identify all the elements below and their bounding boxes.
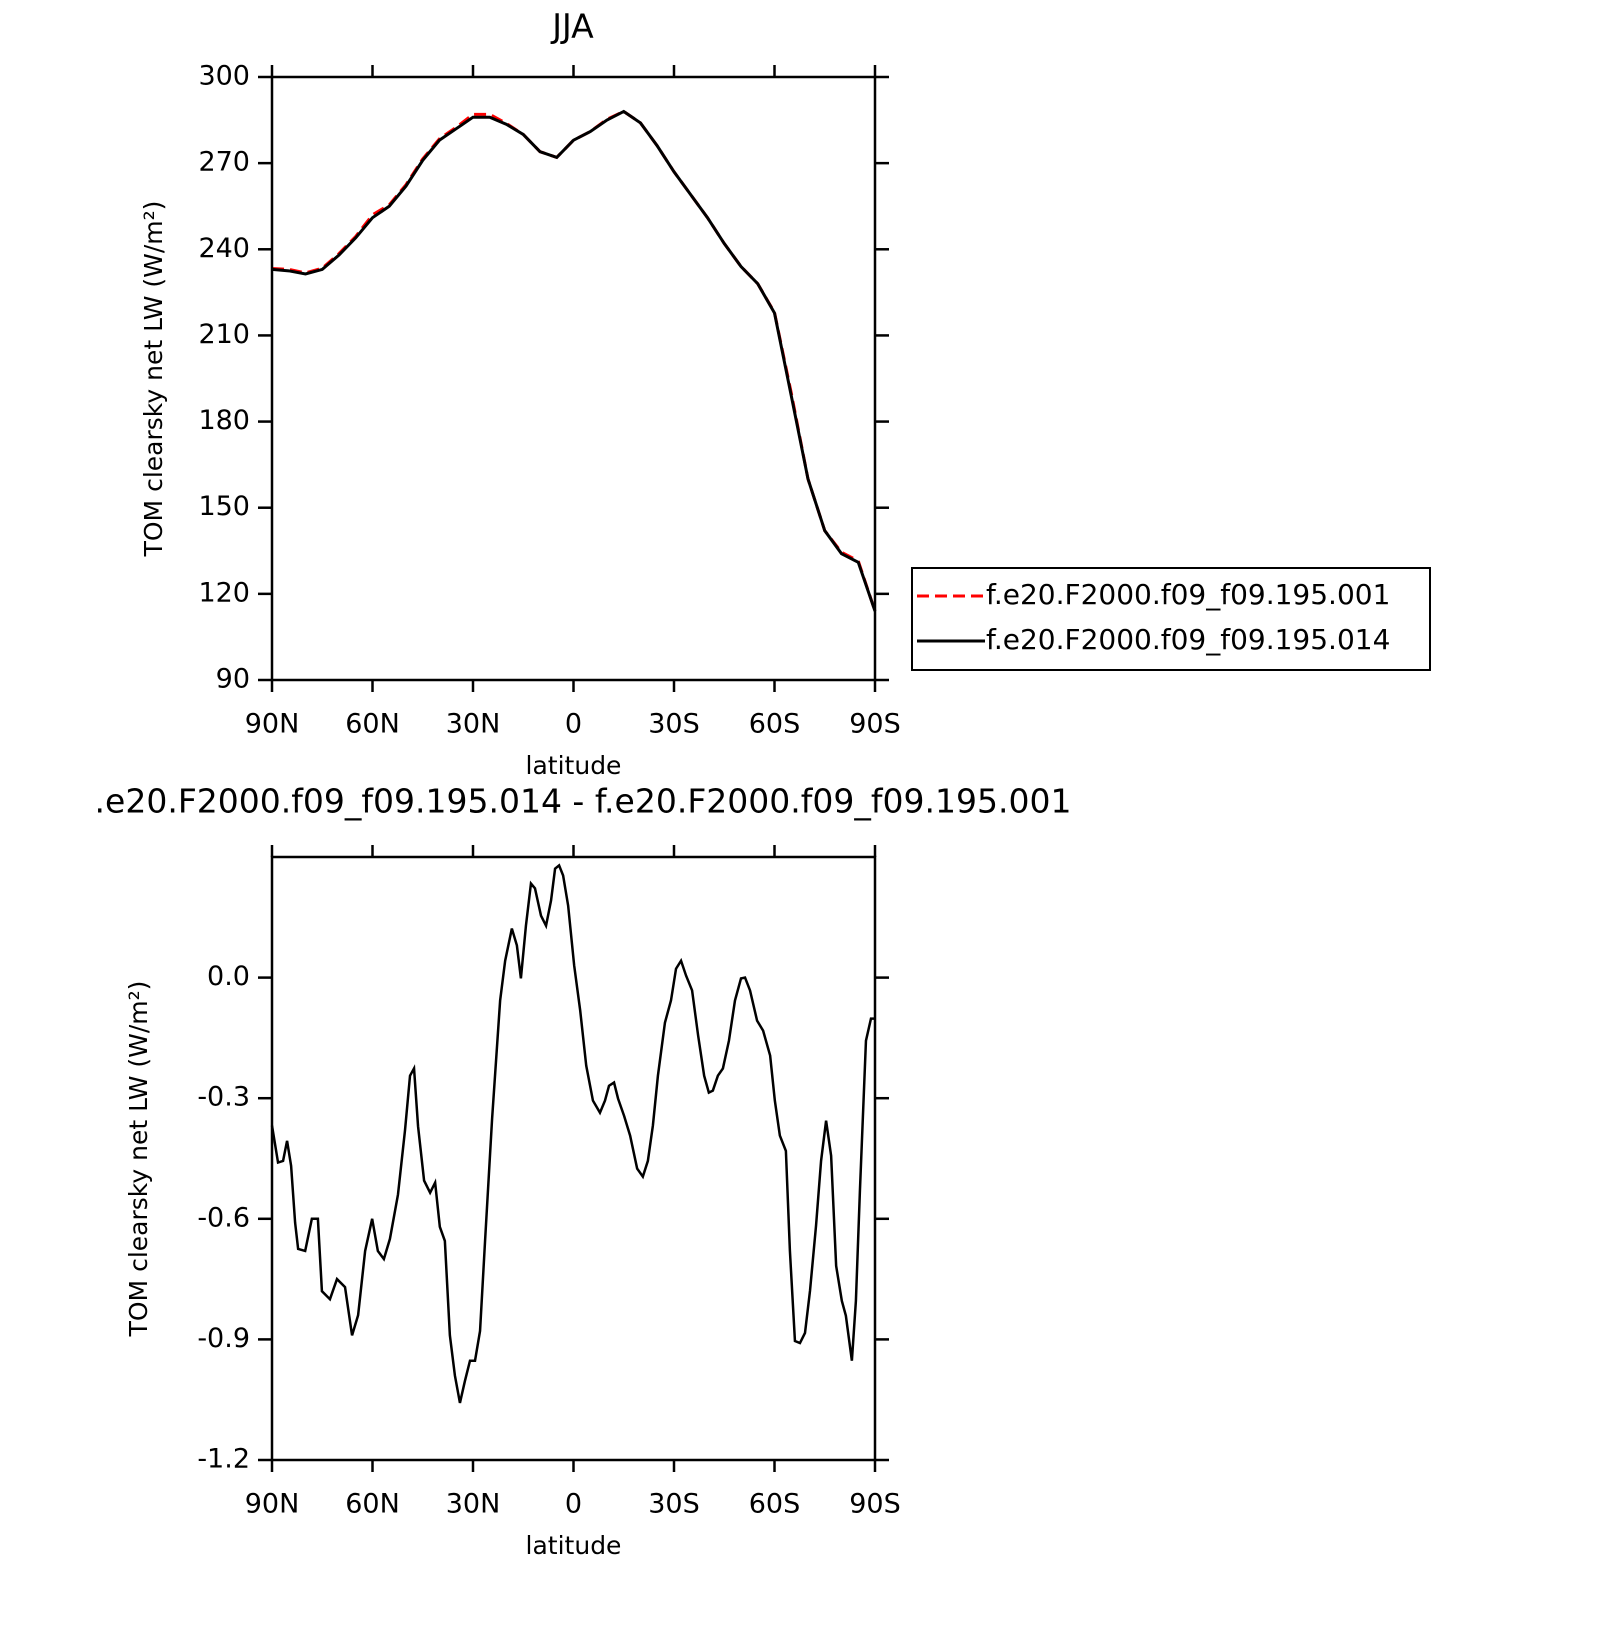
legend-label: f.e20.F2000.f09_f09.195.014 <box>986 623 1390 656</box>
line-series <box>271 109 877 612</box>
y-tick-label: -0.9 <box>197 1323 250 1354</box>
x-tick-label: 60S <box>749 709 801 740</box>
chart-title: .e20.F2000.f09_f09.195.014 - f.e20.F2000… <box>95 782 1072 821</box>
line-series <box>270 863 875 1404</box>
y-tick-label: -0.6 <box>197 1202 250 1233</box>
y-tick-label: -1.2 <box>197 1444 250 1475</box>
y-tick-label: 90 <box>216 664 250 695</box>
legend-label: f.e20.F2000.f09_f09.195.001 <box>986 578 1390 611</box>
chart-title: JJA <box>550 7 594 46</box>
y-tick-label: 270 <box>198 147 250 178</box>
x-tick-label: 0 <box>565 709 582 740</box>
plot-frame <box>270 75 877 682</box>
y-axis-label: TOM clearsky net LW (W/m²) <box>124 981 153 1338</box>
x-tick-label: 30N <box>446 1489 501 1520</box>
x-tick-label: 30S <box>648 709 700 740</box>
x-tick-label: 90S <box>849 1489 901 1520</box>
y-tick-label: 180 <box>198 405 250 436</box>
y-tick-label: 150 <box>198 491 250 522</box>
x-tick-label: 90N <box>245 1489 300 1520</box>
y-tick-label: 0.0 <box>207 961 250 992</box>
x-tick-label: 60N <box>345 709 400 740</box>
legend-box <box>911 567 1431 671</box>
x-tick-label: 60S <box>749 1489 801 1520</box>
x-axis-label: latitude <box>526 1531 622 1560</box>
y-tick-label: -0.3 <box>197 1082 250 1113</box>
x-tick-label: 60N <box>345 1489 400 1520</box>
y-axis-label: TOM clearsky net LW (W/m²) <box>139 201 168 558</box>
y-tick-label: 300 <box>198 61 250 92</box>
x-tick-label: 30N <box>446 709 501 740</box>
x-tick-label: 90S <box>849 709 901 740</box>
x-tick-label: 90N <box>245 709 300 740</box>
x-tick-label: 0 <box>565 1489 582 1520</box>
y-tick-label: 120 <box>198 577 250 608</box>
x-tick-label: 30S <box>648 1489 700 1520</box>
x-axis-label: latitude <box>526 751 622 780</box>
y-tick-label: 240 <box>198 233 250 264</box>
y-tick-label: 210 <box>198 319 250 350</box>
